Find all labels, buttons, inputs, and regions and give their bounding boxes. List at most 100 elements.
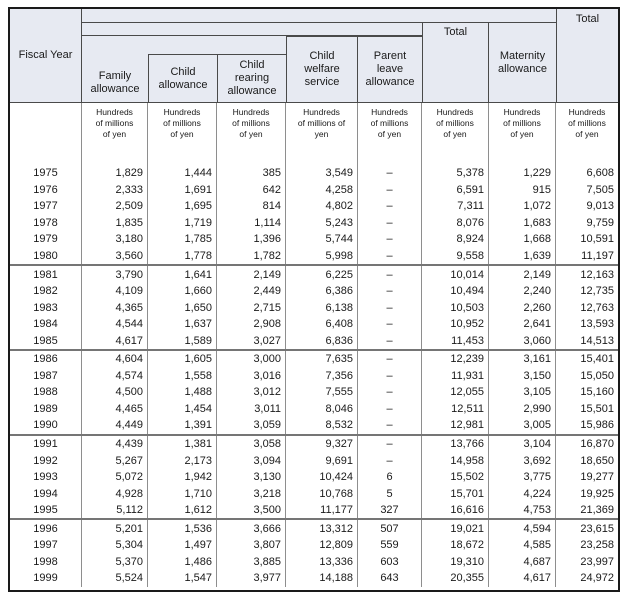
table-cell: 4,365 (82, 299, 148, 316)
table-cell: 3,692 (489, 452, 556, 469)
table-cell: 3,150 (489, 367, 556, 385)
table-cell: 15,502 (422, 468, 489, 486)
table-cell: – (358, 332, 422, 350)
table-cell: 12,809 (286, 537, 358, 554)
fiscal-year-cell: 1981 (10, 266, 82, 283)
table-cell: 19,310 (422, 553, 489, 571)
table-cell: 327 (358, 501, 422, 519)
table-cell: 12,511 (422, 400, 489, 418)
fiscal-year-cell: 1996 (10, 520, 82, 538)
table-cell: 2,173 (148, 452, 217, 469)
fiscal-year-cell: 1984 (10, 315, 82, 333)
fiscal-year-cell: 1997 (10, 537, 82, 554)
table-header-background (10, 9, 618, 102)
fiscal-year-cell: 1995 (10, 501, 82, 519)
table-cell: 3,977 (217, 570, 286, 587)
table-cell: 3,549 (286, 165, 358, 182)
table-cell: 3,060 (489, 332, 556, 350)
table-cell: 23,615 (580, 522, 614, 535)
table-cell: 3,885 (217, 553, 286, 571)
table-cell: 1,454 (148, 400, 217, 418)
table-cell: 642 (217, 181, 286, 199)
table-cell: 1,497 (148, 537, 217, 554)
table-cell: 10,768 (286, 485, 358, 502)
table-cell: 3,059 (217, 417, 286, 434)
fiscal-year-header: Fiscal Year (10, 9, 82, 102)
table-cell: 385 (217, 165, 286, 182)
table: Fiscal Year Family allowance Child allow… (10, 9, 618, 590)
table-cell: 1,536 (148, 520, 217, 538)
fiscal-year-cell: 1976 (10, 181, 82, 199)
fiscal-year-cell: 1987 (10, 367, 82, 385)
table-cell: 23,258 (580, 539, 614, 552)
table-cell: – (358, 435, 422, 453)
table-cell: 14,958 (422, 452, 489, 469)
table-cell: 9,013 (586, 200, 614, 213)
header-group-band-inner (82, 23, 422, 36)
group-separator (10, 349, 618, 352)
table-cell: – (358, 231, 422, 248)
fiscal-year-cell: 1994 (10, 485, 82, 502)
table-cell: 3,104 (489, 435, 556, 453)
table-cell: 15,401 (580, 353, 614, 366)
table-cell: 19,925 (580, 487, 614, 500)
spacer-row (10, 148, 618, 165)
table-cell: 559 (358, 537, 422, 554)
table-cell: 4,687 (489, 553, 556, 571)
table-cell: 14,513 (580, 334, 614, 347)
table-cell: – (358, 417, 422, 434)
table-cell: 10,494 (422, 282, 489, 300)
table-cell: 3,012 (217, 384, 286, 401)
table-cell: 7,555 (286, 384, 358, 401)
table-cell: 1,229 (489, 165, 556, 182)
table-row: 1999 5,524 1,547 3,977 14,188 643 20,355 4,617 2… (10, 570, 618, 587)
table-cell: 7,311 (422, 198, 489, 215)
table-row: 1978 1,835 1,719 1,114 5,243–8,076 1,683 9,759 (10, 214, 618, 232)
table-cell: 1,639 (489, 247, 556, 265)
table-cell: 3,775 (489, 468, 556, 486)
table-cell: 4,258 (286, 181, 358, 199)
table-cell: 6 (358, 468, 422, 486)
table-cell: 10,424 (286, 468, 358, 486)
units-cell: Hundreds of millions of yen (422, 103, 489, 148)
table-cell: 3,560 (82, 247, 148, 265)
table-cell: 4,617 (82, 332, 148, 350)
fiscal-year-cell: 1992 (10, 452, 82, 469)
table-cell: 12,239 (422, 351, 489, 368)
table-cell: 2,509 (82, 198, 148, 215)
table-cell: 5,524 (82, 570, 148, 587)
table-row: 1989 4,465 1,454 3,011 8,046–12,511 2,990 15,5… (10, 400, 618, 418)
table-cell: 23,997 (580, 555, 614, 568)
table-row: 1980 3,560 1,778 1,782 5,998–9,558 1,639 11,19… (10, 247, 618, 265)
table-cell: 3,105 (489, 384, 556, 401)
table-cell: 16,870 (580, 438, 614, 451)
table-cell: 3,790 (82, 266, 148, 283)
table-cell: 2,149 (217, 266, 286, 283)
table-cell: 5,378 (422, 165, 489, 182)
total-header: Total (422, 23, 489, 102)
table-row: 1987 4,574 1,558 3,016 7,356–11,931 3,150 15,0… (10, 367, 618, 385)
table-cell: 5,201 (82, 520, 148, 538)
table-cell: 1,396 (217, 231, 286, 248)
table-cell: 5,998 (286, 247, 358, 265)
table-cell: 2,149 (489, 266, 556, 283)
table-cell: 1,605 (148, 351, 217, 368)
table-row: 1985 4,617 1,589 3,027 6,836–11,453 3,060 14,5… (10, 332, 618, 350)
table-cell: 4,109 (82, 282, 148, 300)
group-separator (10, 518, 618, 521)
table-cell: 11,197 (581, 250, 614, 262)
table-cell: 4,604 (82, 351, 148, 368)
table-cell: 4,500 (82, 384, 148, 401)
table-cell: 6,138 (286, 299, 358, 316)
table-cell: 4,224 (489, 485, 556, 502)
table-cell: 1,683 (489, 214, 556, 232)
units-cell: Hundreds of millions of yen (286, 103, 358, 148)
table-cell: 6,591 (422, 181, 489, 199)
table-cell: 6,836 (286, 332, 358, 350)
table-cell: 19,021 (422, 520, 489, 538)
table-row: 1975 1,829 1,444 385 3,549–5,378 1,229 6,608 (10, 165, 618, 182)
table-cell: 1,695 (148, 198, 217, 215)
table-row: 1992 5,267 2,173 3,094 9,691–14,958 3,692 18,6… (10, 452, 618, 469)
table-cell: 15,501 (580, 402, 614, 415)
table-cell: 4,594 (489, 520, 556, 538)
